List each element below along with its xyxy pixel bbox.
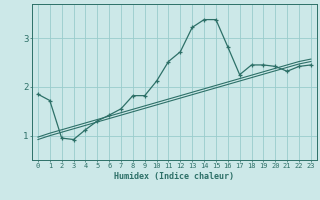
- X-axis label: Humidex (Indice chaleur): Humidex (Indice chaleur): [115, 172, 234, 181]
